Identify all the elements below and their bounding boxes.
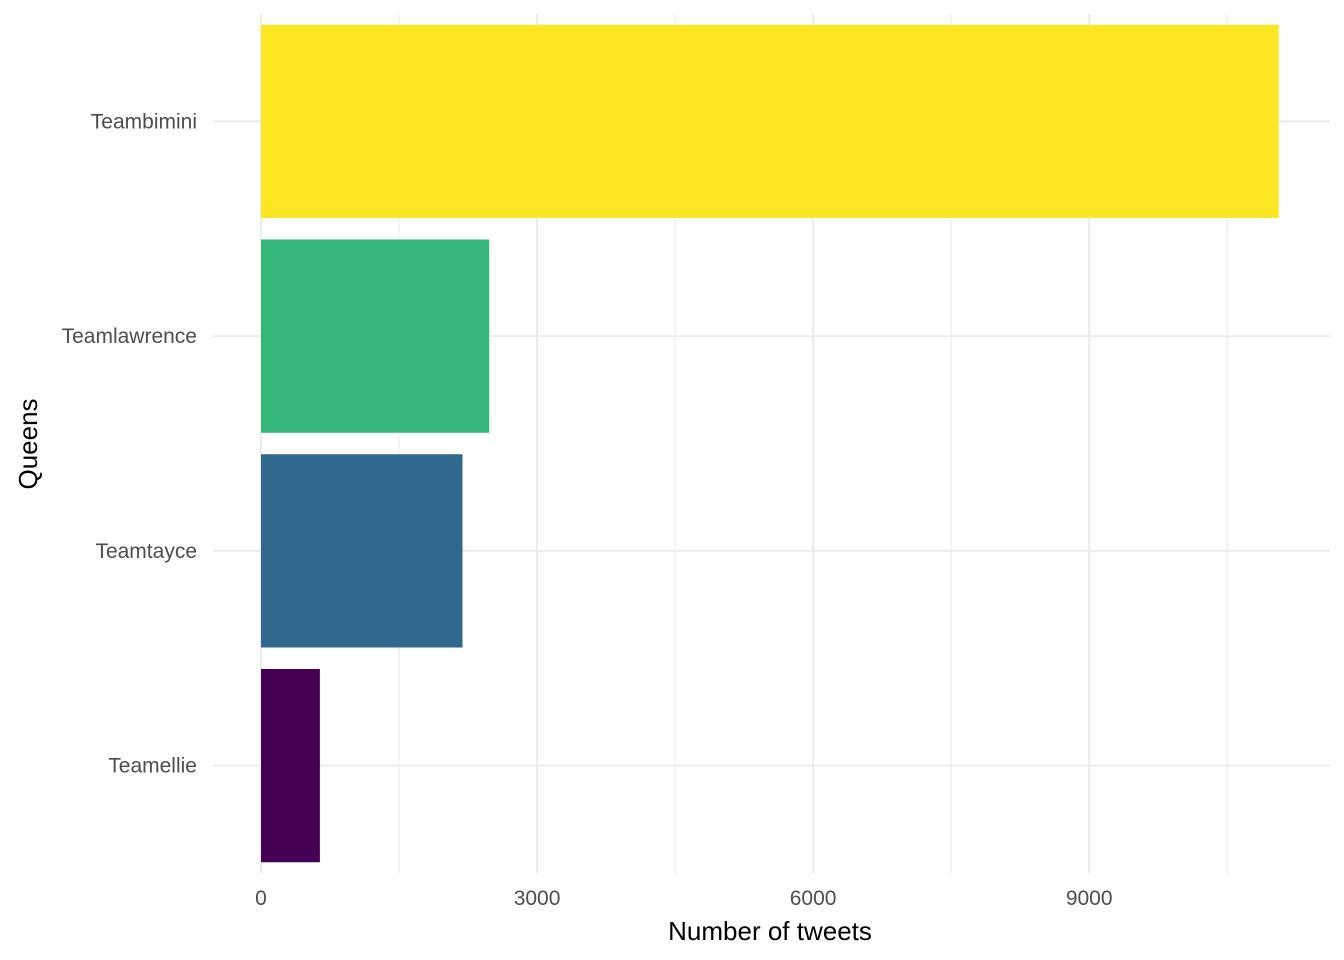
x-axis-labels: 0 3000 6000 9000: [255, 887, 1112, 910]
y-axis-title: Queens: [13, 398, 43, 489]
x-axis-title: Number of tweets: [668, 916, 872, 946]
x-tick-label: 0: [255, 887, 267, 910]
y-tick-label: Teambimini: [91, 110, 197, 133]
bar-teamtayce: [261, 454, 463, 648]
y-tick-label: Teamlawrence: [62, 325, 197, 348]
y-tick-label: Teamellie: [108, 755, 197, 778]
x-tick-label: 9000: [1066, 887, 1113, 910]
y-tick-label: Teamtayce: [95, 540, 197, 563]
bar-teambimini: [261, 24, 1279, 219]
y-axis-labels: Teambimini Teamlawrence Teamtayce Teamellie: [62, 110, 197, 777]
bar-teamellie: [261, 668, 320, 863]
bar-teamlawrence: [261, 239, 490, 433]
x-tick-label: 6000: [790, 887, 837, 910]
x-tick-label: 3000: [514, 887, 561, 910]
bars: [261, 24, 1279, 863]
